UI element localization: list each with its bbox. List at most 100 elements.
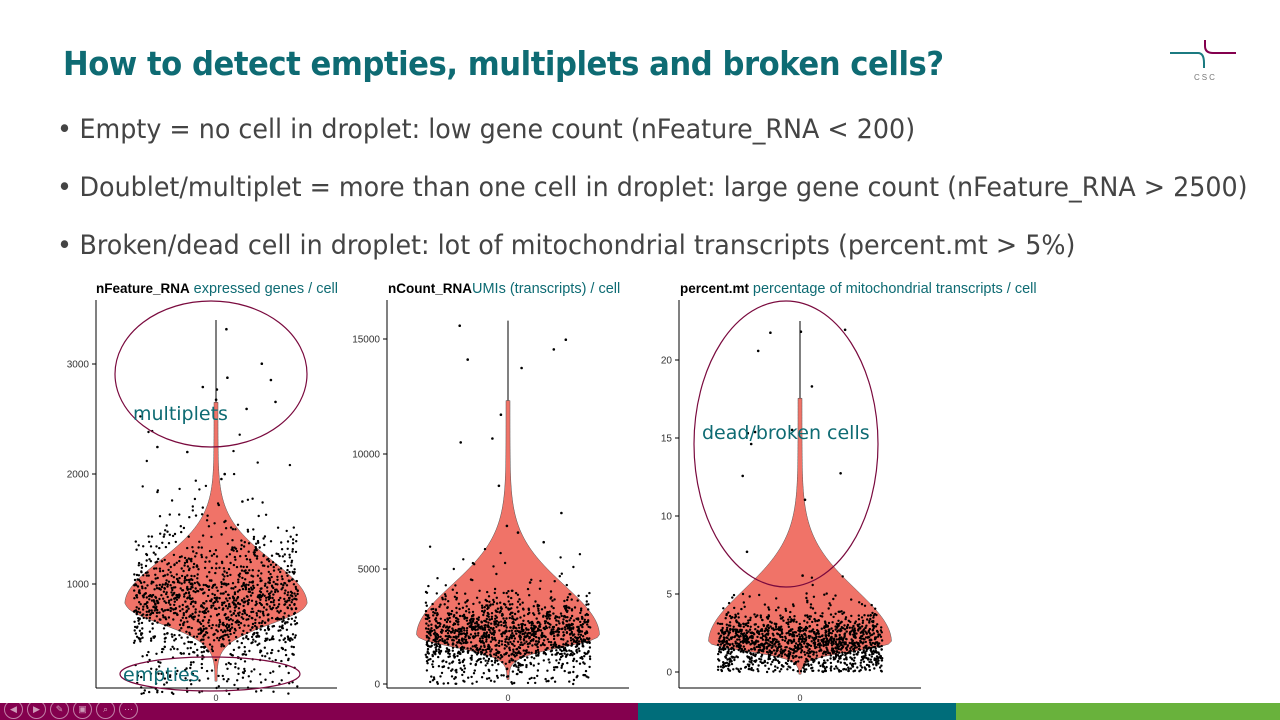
data-point xyxy=(496,607,500,610)
data-point xyxy=(228,639,231,642)
data-point xyxy=(513,637,517,640)
data-point xyxy=(242,629,245,633)
data-point xyxy=(852,659,856,662)
data-point xyxy=(446,617,449,620)
data-point xyxy=(163,633,166,636)
data-point xyxy=(182,652,185,655)
data-point xyxy=(744,666,747,669)
data-point xyxy=(203,591,206,594)
data-point xyxy=(560,666,563,669)
data-point xyxy=(454,584,457,587)
data-point xyxy=(499,657,502,660)
data-point xyxy=(178,634,181,637)
next-icon[interactable]: ▶ xyxy=(27,700,46,719)
data-point xyxy=(447,643,450,646)
data-point xyxy=(744,622,748,626)
data-point xyxy=(554,630,558,633)
data-point xyxy=(515,665,518,668)
data-point xyxy=(809,603,813,606)
data-point xyxy=(558,644,561,648)
data-point xyxy=(744,615,747,618)
data-point xyxy=(804,614,807,617)
data-point xyxy=(479,657,482,661)
data-point xyxy=(483,547,487,551)
data-point xyxy=(834,665,838,668)
data-point xyxy=(186,565,190,568)
data-point xyxy=(843,643,846,646)
data-point xyxy=(150,535,154,538)
data-point xyxy=(501,660,504,664)
data-point xyxy=(579,633,583,636)
pen-icon[interactable]: ✎ xyxy=(50,700,69,719)
data-point xyxy=(286,547,289,550)
data-point xyxy=(770,621,773,624)
data-point xyxy=(838,640,841,643)
data-point xyxy=(865,663,869,667)
data-point xyxy=(259,681,263,684)
data-point xyxy=(233,555,237,559)
data-point xyxy=(203,646,206,649)
data-point xyxy=(279,567,283,570)
data-point xyxy=(293,568,296,571)
data-point xyxy=(207,636,210,639)
data-point xyxy=(779,645,782,649)
data-point xyxy=(481,606,484,609)
data-point xyxy=(464,641,468,645)
data-point xyxy=(733,606,736,610)
data-point xyxy=(570,614,574,618)
data-point xyxy=(566,640,569,643)
data-point xyxy=(492,598,495,602)
data-point xyxy=(189,582,192,586)
data-point xyxy=(276,590,280,593)
data-point xyxy=(851,658,854,661)
data-point xyxy=(526,656,529,659)
data-point xyxy=(463,667,467,670)
data-point xyxy=(205,556,208,559)
data-point xyxy=(471,561,475,565)
data-point xyxy=(239,555,242,558)
data-point xyxy=(189,663,193,666)
data-point xyxy=(167,562,170,565)
data-point xyxy=(495,625,498,628)
data-point xyxy=(475,596,479,599)
data-point xyxy=(226,599,229,602)
data-point xyxy=(263,629,267,632)
previous-icon[interactable]: ◀ xyxy=(4,700,23,719)
data-point xyxy=(169,584,172,587)
data-point xyxy=(191,505,194,508)
data-point xyxy=(160,585,164,588)
data-point xyxy=(738,638,741,641)
data-point xyxy=(791,654,794,658)
data-point xyxy=(283,581,286,585)
data-point xyxy=(431,665,435,669)
data-point xyxy=(471,578,474,582)
data-point xyxy=(504,603,507,606)
data-point xyxy=(293,602,296,606)
slides-icon[interactable]: ▣ xyxy=(73,700,92,719)
data-point xyxy=(229,526,233,529)
data-point xyxy=(798,633,801,636)
data-point xyxy=(488,600,491,603)
data-point xyxy=(233,546,236,549)
data-point xyxy=(163,677,167,680)
data-point xyxy=(444,595,447,598)
data-point xyxy=(291,595,294,598)
more-icon[interactable]: ⋯ xyxy=(119,700,138,719)
data-point xyxy=(843,633,846,636)
zoom-icon[interactable]: ⌕ xyxy=(96,700,115,719)
data-point xyxy=(846,651,850,655)
data-point xyxy=(234,528,237,531)
data-point xyxy=(843,651,847,654)
data-point xyxy=(490,659,493,663)
data-point xyxy=(490,636,494,639)
data-point xyxy=(224,604,228,608)
data-point xyxy=(282,638,285,641)
data-point xyxy=(863,614,866,617)
data-point xyxy=(446,682,450,685)
data-point xyxy=(453,631,456,634)
data-point xyxy=(158,567,162,570)
data-point xyxy=(457,638,461,642)
data-point xyxy=(186,605,189,608)
data-point xyxy=(534,625,537,628)
data-point xyxy=(461,650,464,654)
